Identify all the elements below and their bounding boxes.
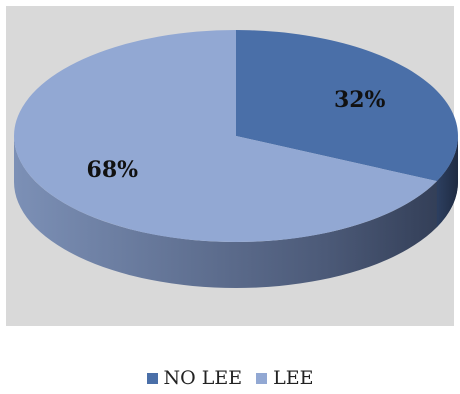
pie-slice-lee-label: 68%	[87, 157, 139, 183]
legend-item-lee: LEE	[256, 367, 313, 389]
legend-swatch-no-lee	[146, 372, 158, 384]
legend-swatch-lee	[256, 372, 268, 384]
pie-side-no-lee	[436, 136, 458, 228]
pie-side	[14, 136, 458, 288]
legend-item-no-lee: NO LEE	[146, 367, 243, 389]
pie-slice-no-lee	[236, 30, 458, 182]
legend-label-no-lee: NO LEE	[163, 367, 243, 389]
legend: NO LEE LEE	[0, 364, 460, 392]
pie-slice-lee	[14, 30, 437, 242]
legend-label-lee: LEE	[273, 367, 314, 389]
pie-slice-no-lee-label: 32%	[334, 87, 386, 113]
